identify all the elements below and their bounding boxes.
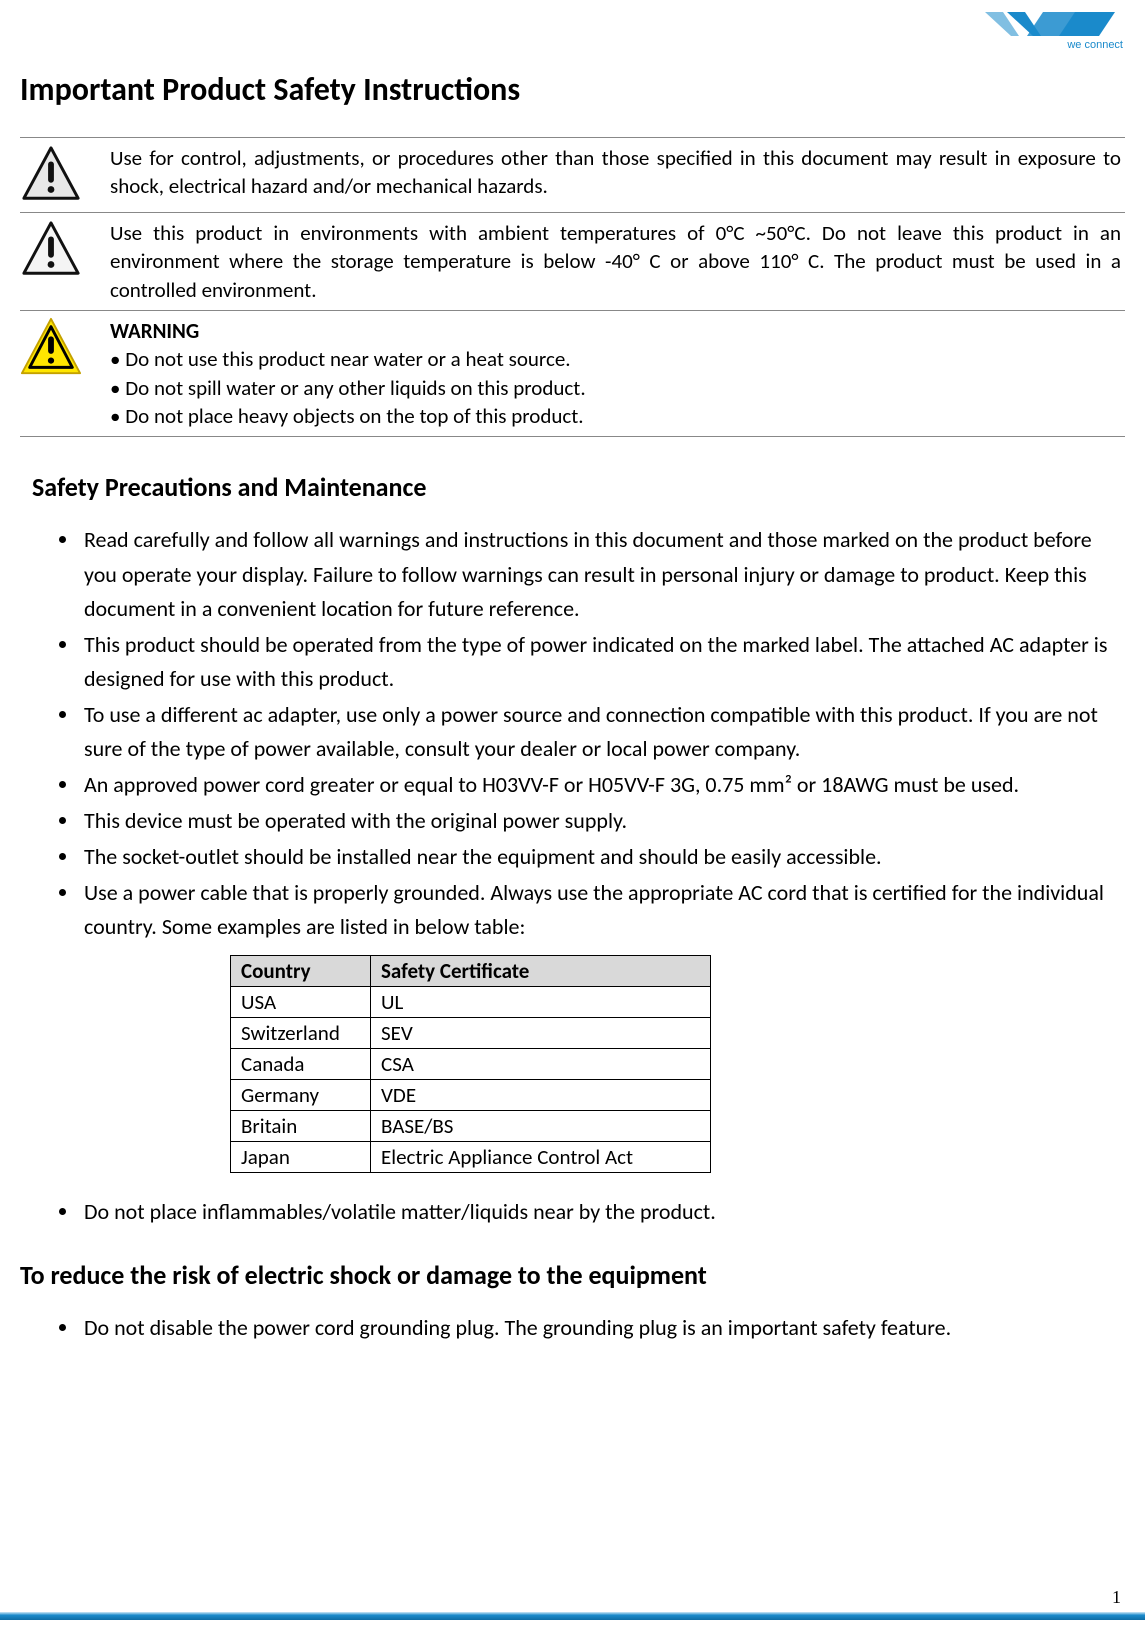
- table-cell: Switzerland: [231, 1017, 371, 1048]
- warning-heading: WARNING: [110, 318, 199, 344]
- table-cell: CSA: [371, 1048, 711, 1079]
- warning-block: WARNING • Do not use this product near w…: [106, 311, 1125, 437]
- brand-logo: we connect: [975, 6, 1125, 54]
- warning-bullet: Do not use this product near water or a …: [125, 346, 570, 372]
- page-root: we connect Important Product Safety Inst…: [0, 0, 1145, 1620]
- table-cell: Britain: [231, 1110, 371, 1141]
- precautions-list-continued: Do not place inflammables/volatile matte…: [20, 1195, 1125, 1229]
- table-row: JapanElectric Appliance Control Act: [231, 1141, 711, 1172]
- table-cell: Japan: [231, 1141, 371, 1172]
- precautions-list: Read carefully and follow all warnings a…: [20, 523, 1125, 944]
- warning-icon: [20, 317, 82, 379]
- caution-icon: [20, 219, 82, 281]
- list-item: Use a power cable that is properly groun…: [80, 876, 1125, 944]
- list-item: Do not place inflammables/volatile matte…: [80, 1195, 1125, 1229]
- warning-text: Use this product in environments with am…: [106, 213, 1125, 311]
- warning-row: Use this product in environments with am…: [20, 213, 1125, 311]
- table-cell: Germany: [231, 1079, 371, 1110]
- section-heading: To reduce the risk of electric shock or …: [20, 1259, 1125, 1291]
- table-row: SwitzerlandSEV: [231, 1017, 711, 1048]
- column-header: Safety Certificate: [371, 955, 711, 986]
- table-row: GermanyVDE: [231, 1079, 711, 1110]
- section-heading: Safety Precautions and Maintenance: [32, 471, 1125, 503]
- column-header: Country: [231, 955, 371, 986]
- table-cell: UL: [371, 986, 711, 1017]
- table-cell: BASE/BS: [371, 1110, 711, 1141]
- safety-certificate-table: Country Safety Certificate USAUL Switzer…: [230, 955, 711, 1173]
- warning-bullet: Do not spill water or any other liquids …: [125, 375, 585, 401]
- table-cell: VDE: [371, 1079, 711, 1110]
- page-title: Important Product Safety Instructions: [20, 70, 1125, 109]
- list-item: Do not disable the power cord grounding …: [80, 1311, 1125, 1345]
- footer-accent-bar: [0, 1612, 1145, 1620]
- warning-row: WARNING • Do not use this product near w…: [20, 311, 1125, 437]
- warning-row: Use for control, adjustments, or procedu…: [20, 138, 1125, 213]
- table-row: BritainBASE/BS: [231, 1110, 711, 1141]
- list-item: Read carefully and follow all warnings a…: [80, 523, 1125, 625]
- warning-text: Use for control, adjustments, or procedu…: [106, 138, 1125, 213]
- warnings-table: Use for control, adjustments, or procedu…: [20, 137, 1125, 437]
- table-row: USAUL: [231, 986, 711, 1017]
- logo-tagline: we connect: [1066, 39, 1123, 51]
- list-item: This product should be operated from the…: [80, 628, 1125, 696]
- caution-icon: [20, 144, 82, 206]
- table-cell: Canada: [231, 1048, 371, 1079]
- table-header-row: Country Safety Certificate: [231, 955, 711, 986]
- page-number: 1: [1112, 1587, 1121, 1608]
- list-item: To use a different ac adapter, use only …: [80, 698, 1125, 766]
- list-item: This device must be operated with the or…: [80, 804, 1125, 838]
- list-item: An approved power cord greater or equal …: [80, 768, 1125, 802]
- table-cell: SEV: [371, 1017, 711, 1048]
- shock-risk-list: Do not disable the power cord grounding …: [20, 1311, 1125, 1345]
- table-cell: Electric Appliance Control Act: [371, 1141, 711, 1172]
- table-cell: USA: [231, 986, 371, 1017]
- list-item: The socket-outlet should be installed ne…: [80, 840, 1125, 874]
- warning-bullet: Do not place heavy objects on the top of…: [125, 403, 583, 429]
- table-row: CanadaCSA: [231, 1048, 711, 1079]
